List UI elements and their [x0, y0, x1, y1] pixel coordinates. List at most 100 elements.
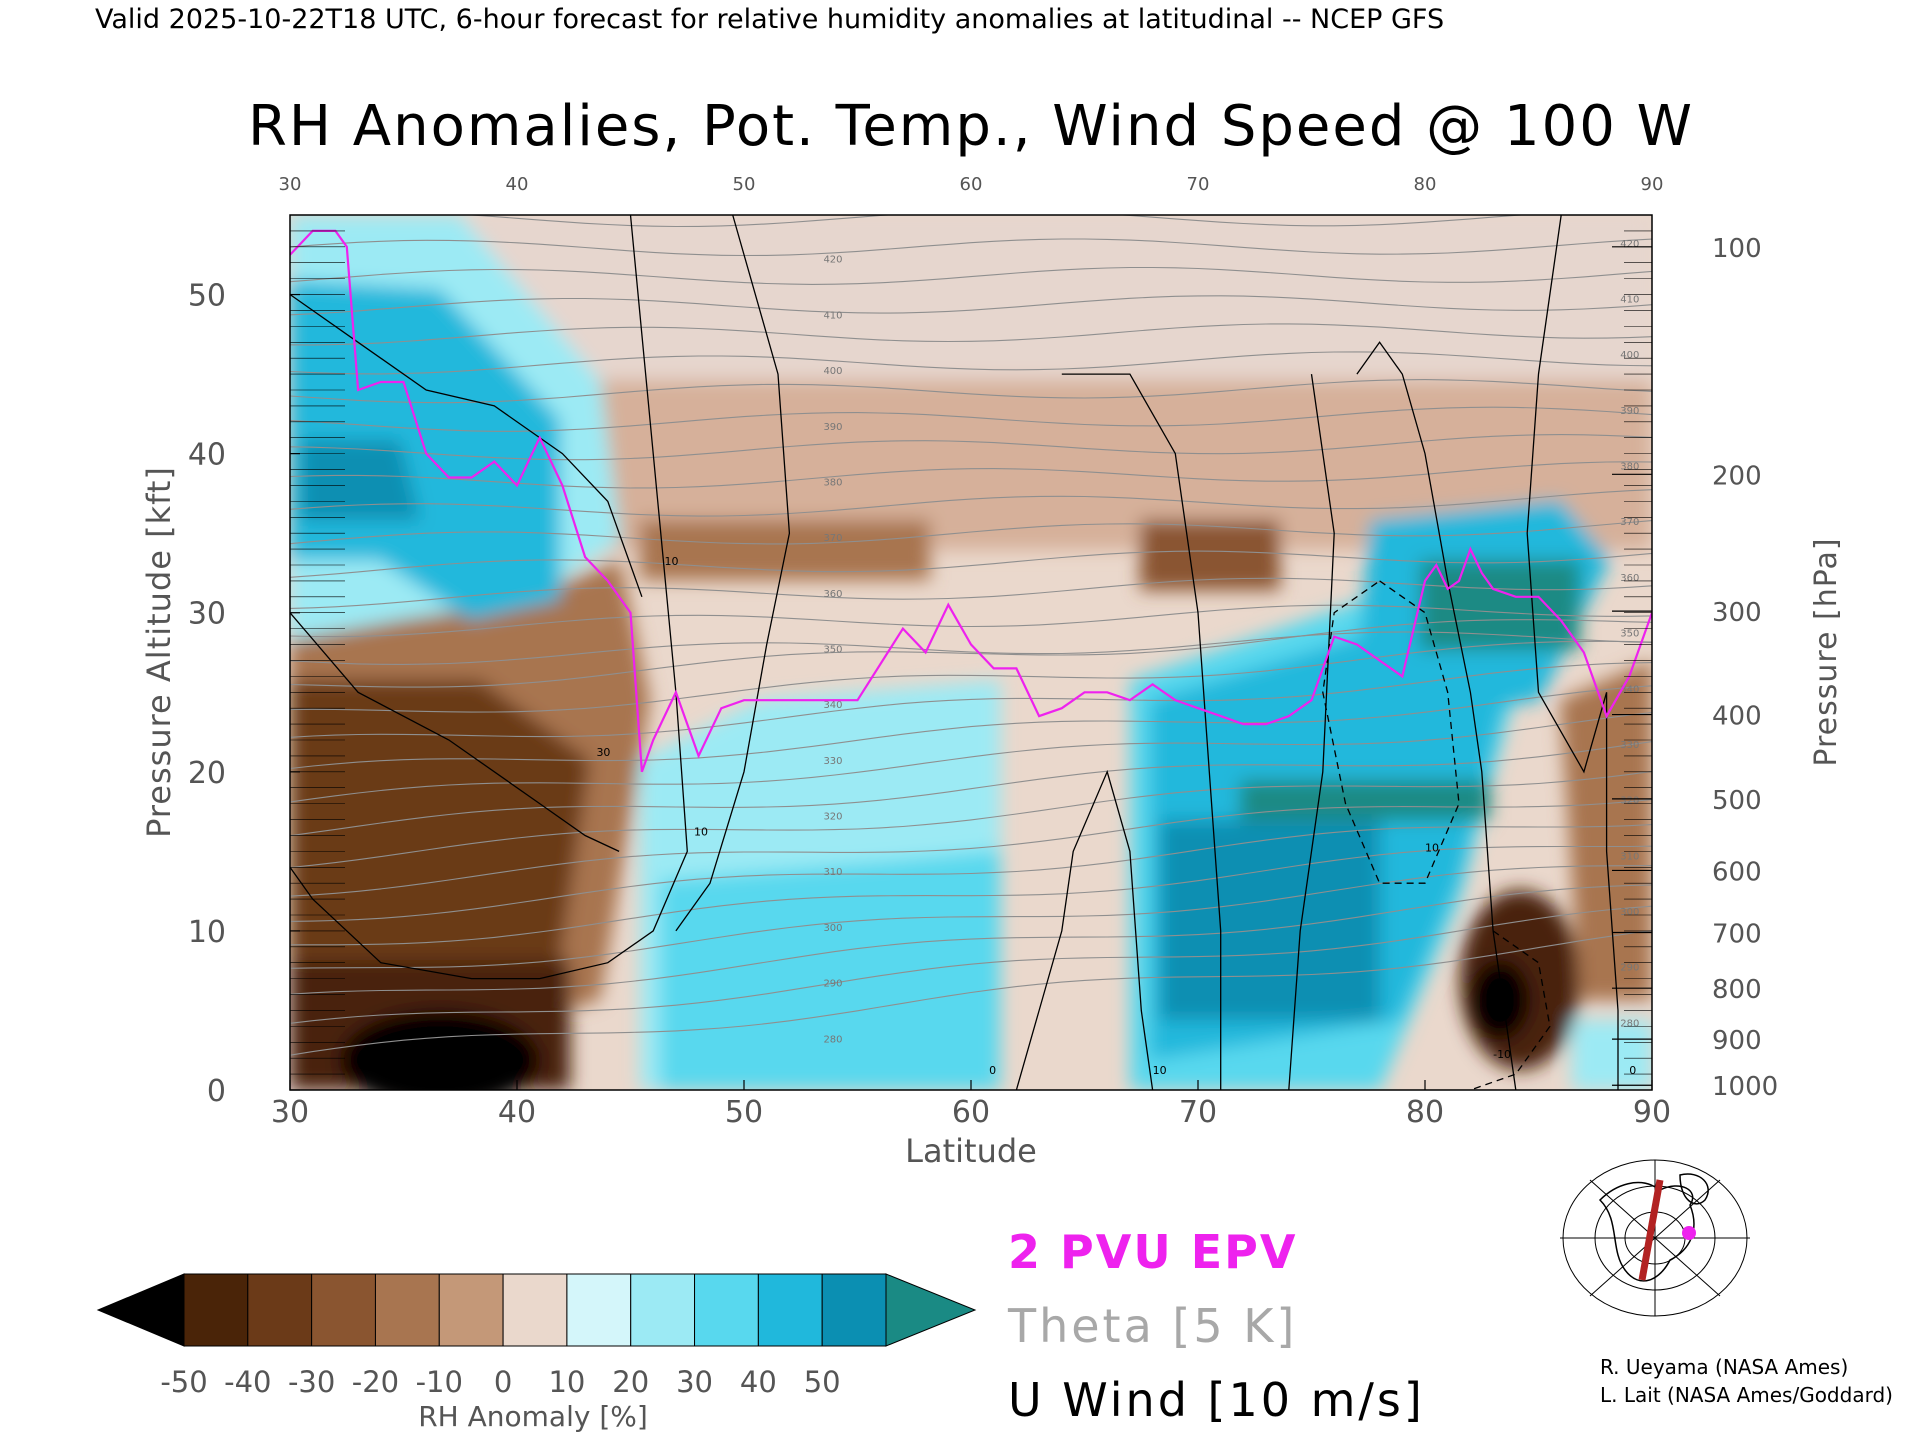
wind-label: -10 [1493, 1048, 1511, 1061]
wind-label: 10 [1153, 1064, 1167, 1077]
pressure-tick-label: 900 [1712, 1026, 1762, 1056]
colorbar-tick-label: -10 [416, 1365, 463, 1399]
locator-map [1555, 1159, 1755, 1317]
pressure-tick-label: 500 [1712, 786, 1762, 816]
y-axis-label-right: Pressure [hPa] [1809, 537, 1844, 766]
top-tick-label: 60 [960, 174, 983, 195]
y-axis-pressure: 100 200 300 400 500 600 700 800 900 1000 [1612, 230, 1778, 1102]
wind-contour [1288, 374, 1335, 1090]
theta-label: 400 [823, 366, 842, 377]
theta-label: 400 [1620, 350, 1639, 361]
wind-label: 0 [1629, 1064, 1636, 1077]
x-tick-label: 90 [1633, 1095, 1671, 1130]
theta-contour [290, 799, 1652, 897]
y-tick-label: 50 [188, 279, 226, 314]
pressure-tick-label: 600 [1712, 857, 1762, 887]
rh-anomaly-field [290, 215, 1652, 1090]
wind-contour [675, 215, 791, 932]
x-tick-label: 40 [498, 1095, 536, 1130]
colorbar-over-arrow [885, 1273, 977, 1347]
theta-contour [290, 662, 1652, 738]
theta-contour [290, 604, 1652, 638]
x-tick-label: 80 [1406, 1095, 1444, 1130]
wind-contour [1356, 341, 1517, 1090]
colorbar-tick-label: 10 [548, 1365, 585, 1399]
x-axis-top: 30 40 50 60 70 80 90 [279, 174, 1664, 195]
theta-contour [290, 266, 1652, 285]
theta-label: 300 [823, 923, 842, 934]
colorbar-swatch [438, 1273, 504, 1347]
y-tick-label: 40 [188, 438, 226, 473]
colorbar-tick-label: -20 [352, 1365, 399, 1399]
y-tick-label: 20 [188, 756, 226, 791]
colorbar-swatch [502, 1273, 568, 1347]
theta-contours: 280 280 290 290 300 300 310 310 320 320 330 330 340 3… [290, 215, 1652, 1056]
top-tick-label: 50 [733, 174, 756, 195]
x-tick-label: 50 [725, 1095, 763, 1130]
credit-line-1: R. Ueyama (NASA Ames) [1600, 1355, 1848, 1379]
y-axis-kft: 0 10 20 30 40 50 [188, 230, 345, 1109]
x-axis: 30 40 50 60 70 80 90 [271, 1080, 1671, 1130]
theta-label: 410 [823, 310, 842, 321]
colorbar-tick-label: -50 [160, 1365, 207, 1399]
colorbar-tick-label: 30 [676, 1365, 713, 1399]
theta-contour [290, 685, 1652, 770]
pressure-tick-label: 300 [1712, 598, 1762, 628]
theta-label: 310 [823, 867, 842, 878]
pressure-tick-label: 1000 [1712, 1072, 1778, 1102]
theta-contour [290, 295, 1652, 316]
legend-theta: Theta [5 K] [1007, 1299, 1297, 1353]
wind-contour [1470, 930, 1551, 1090]
colorbar-swatch [630, 1273, 696, 1347]
theta-contour [290, 619, 1652, 688]
theta-label: 290 [1620, 963, 1639, 974]
colorbar-tick-label: 40 [740, 1365, 777, 1399]
theta-label: 300 [1620, 907, 1639, 918]
top-tick-label: 40 [506, 174, 529, 195]
pressure-tick-label: 800 [1712, 975, 1762, 1005]
x-tick-label: 60 [952, 1095, 990, 1130]
rh-colorbar: -50 -40 -30 -20 -10 0 10 20 30 40 50 [96, 1273, 977, 1399]
theta-label: 320 [823, 812, 842, 823]
theta-contour [462, 215, 1528, 228]
theta-label: 420 [823, 255, 842, 266]
wind-contour [1526, 215, 1619, 1090]
colorbar-swatch [311, 1273, 376, 1347]
theta-contour [290, 520, 1652, 545]
top-tick-label: 80 [1414, 174, 1437, 195]
top-tick-label: 70 [1187, 174, 1210, 195]
theta-label: 330 [1620, 740, 1639, 751]
pressure-tick-label: 400 [1712, 702, 1762, 732]
colorbar-tick-label: -30 [288, 1365, 335, 1399]
colorbar-swatch [183, 1273, 249, 1347]
colorbar-tick-label: 20 [612, 1365, 649, 1399]
y-tick-label: 30 [188, 597, 226, 632]
pressure-tick-label: 200 [1712, 461, 1762, 491]
theta-label: 330 [823, 756, 842, 767]
wind-label: 10 [1425, 841, 1439, 854]
credit-line-2: L. Lait (NASA Ames/Goddard) [1600, 1383, 1893, 1407]
theta-label: 370 [1620, 517, 1639, 528]
colorbar-swatch [566, 1273, 632, 1347]
theta-label: 350 [823, 645, 842, 656]
theta-label: 410 [1620, 295, 1639, 306]
colorbar-label: RH Anomaly [%] [418, 1400, 648, 1433]
theta-contour [290, 824, 1652, 922]
theta-label: 290 [823, 979, 842, 990]
wind-label: 10 [665, 555, 679, 568]
wind-contour [1015, 769, 1154, 1090]
y-axis-label: Pressure Altitude [kft] [140, 466, 178, 838]
theta-label: 340 [823, 700, 842, 711]
theta-contour [290, 238, 1652, 257]
wind-contour [1061, 373, 1222, 1090]
colorbar-tick-label: -40 [224, 1365, 271, 1399]
colorbar-swatch [757, 1273, 823, 1347]
theta-contour [290, 845, 1652, 946]
colorbar-tick-label: 50 [804, 1365, 841, 1399]
theta-label: 370 [823, 533, 842, 544]
theta-label: 390 [1620, 406, 1639, 417]
theta-contour [290, 884, 1652, 995]
epv-2pvu-line [290, 229, 1652, 773]
